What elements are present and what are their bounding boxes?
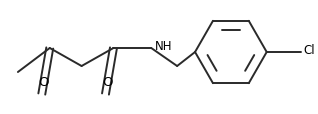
Text: NH: NH bbox=[155, 40, 173, 53]
Text: O: O bbox=[102, 75, 113, 88]
Text: Cl: Cl bbox=[303, 44, 315, 57]
Text: O: O bbox=[38, 75, 49, 88]
